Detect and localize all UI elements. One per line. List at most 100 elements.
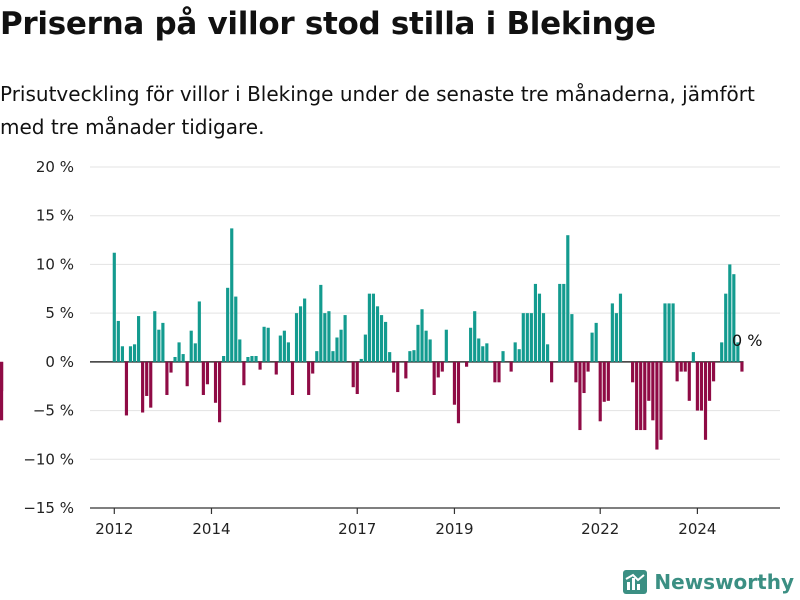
bar-positive bbox=[112, 252, 116, 362]
bar-positive bbox=[469, 327, 473, 362]
last-value-label: 0 % bbox=[732, 331, 762, 350]
bar-positive bbox=[266, 327, 270, 362]
bar-negative bbox=[351, 361, 355, 388]
bar-positive bbox=[181, 354, 185, 362]
bar-negative bbox=[586, 361, 590, 372]
bar-positive bbox=[339, 329, 343, 362]
bar-positive bbox=[137, 316, 141, 362]
bar-negative bbox=[695, 361, 699, 411]
bar-positive bbox=[294, 313, 299, 362]
bar-positive bbox=[720, 342, 724, 362]
bar-positive bbox=[238, 339, 242, 362]
bar-positive bbox=[388, 352, 392, 362]
bar-negative bbox=[0, 361, 4, 392]
bar-positive bbox=[485, 343, 489, 362]
bar-positive bbox=[157, 329, 161, 362]
bar-negative bbox=[145, 361, 149, 396]
bar-negative bbox=[290, 361, 295, 395]
y-tick-label: −10 % bbox=[23, 450, 74, 468]
bar-negative bbox=[149, 361, 153, 408]
bar-positive bbox=[481, 346, 485, 362]
bar-negative bbox=[631, 361, 635, 383]
bar-negative bbox=[655, 361, 659, 450]
y-tick-label: −5 % bbox=[33, 402, 74, 420]
bar-positive bbox=[315, 351, 319, 362]
bar-positive bbox=[691, 352, 695, 362]
bar-positive bbox=[663, 303, 667, 362]
bar-positive bbox=[477, 338, 481, 362]
bar-negative bbox=[703, 361, 708, 440]
bar-negative bbox=[465, 361, 469, 367]
bar-positive bbox=[193, 343, 197, 362]
bar-negative bbox=[404, 361, 408, 379]
bar-negative bbox=[311, 361, 315, 374]
bar-positive bbox=[732, 274, 736, 362]
bar-positive bbox=[250, 356, 254, 362]
y-tick-label: 0 % bbox=[45, 353, 74, 371]
x-tick-label: 2014 bbox=[192, 520, 230, 538]
bar-positive bbox=[610, 303, 614, 362]
bar-negative bbox=[509, 361, 513, 372]
bar-positive bbox=[618, 293, 623, 362]
bar-positive bbox=[501, 351, 505, 362]
bar-negative bbox=[574, 361, 578, 383]
y-tick-label: 10 % bbox=[36, 255, 74, 273]
bar-positive bbox=[412, 350, 416, 362]
bar-negative bbox=[440, 361, 444, 372]
bar-negative bbox=[582, 361, 586, 394]
bar-positive bbox=[473, 311, 477, 362]
bar-negative bbox=[242, 361, 246, 386]
bar-positive bbox=[558, 283, 562, 362]
bar-positive bbox=[444, 329, 448, 362]
annotations: 0 % bbox=[732, 331, 762, 350]
bar-negative bbox=[699, 361, 704, 411]
bar-negative bbox=[307, 361, 311, 395]
bar-positive bbox=[384, 321, 388, 362]
bar-negative bbox=[578, 361, 582, 431]
bar-positive bbox=[375, 306, 380, 362]
bar-positive bbox=[282, 330, 286, 362]
bar-negative bbox=[452, 361, 457, 405]
bar-negative bbox=[602, 361, 606, 402]
bar-positive bbox=[359, 358, 363, 362]
x-tick-label: 2024 bbox=[678, 520, 716, 538]
bar-negative bbox=[675, 361, 679, 382]
bar-positive bbox=[197, 301, 201, 362]
x-tick-label: 2017 bbox=[338, 520, 376, 538]
bar-positive bbox=[128, 346, 133, 362]
bar-positive bbox=[546, 344, 550, 362]
bar-positive bbox=[234, 296, 238, 362]
y-tick-label: 20 % bbox=[36, 158, 74, 176]
bar-negative bbox=[165, 361, 169, 395]
bar-negative bbox=[201, 361, 205, 395]
chart-title: Priserna på villor stod stilla i Bleking… bbox=[0, 6, 656, 42]
bar-negative bbox=[274, 361, 278, 375]
bar-positive bbox=[736, 342, 740, 362]
bar-positive bbox=[594, 322, 598, 362]
bar-positive bbox=[298, 306, 303, 362]
y-tick-label: 15 % bbox=[36, 207, 74, 225]
bar-negative bbox=[639, 361, 643, 431]
bar-negative bbox=[355, 361, 359, 395]
bar-negative bbox=[456, 361, 461, 424]
bar-positive bbox=[529, 313, 533, 362]
bar-positive bbox=[428, 339, 432, 362]
bar-positive bbox=[424, 330, 428, 362]
bar-negative bbox=[647, 361, 651, 401]
bar-negative bbox=[651, 361, 655, 421]
bar-positive bbox=[420, 309, 424, 362]
bar-positive bbox=[525, 313, 529, 362]
bar-positive bbox=[120, 346, 124, 362]
bar-positive bbox=[327, 311, 331, 362]
bar-negative bbox=[550, 361, 554, 383]
bar-negative bbox=[707, 361, 712, 401]
bar-negative bbox=[497, 361, 501, 383]
bar-positive bbox=[262, 326, 266, 362]
bar-positive bbox=[230, 228, 234, 362]
brand-logo[interactable]: Newsworthy bbox=[623, 570, 794, 594]
bar-positive bbox=[177, 342, 181, 362]
bar-negative bbox=[169, 361, 173, 373]
newsworthy-logo-icon bbox=[623, 570, 648, 594]
x-tick-label: 2012 bbox=[95, 520, 133, 538]
